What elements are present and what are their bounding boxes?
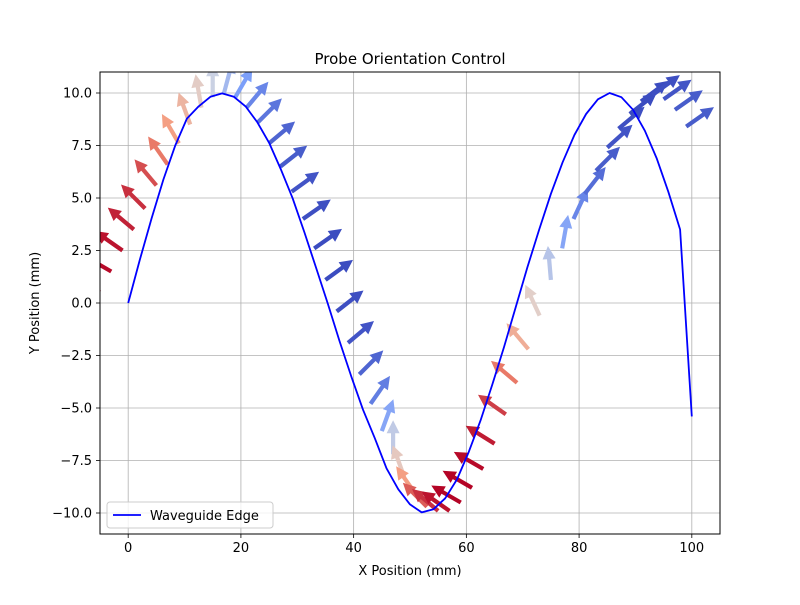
quiver-arrow	[685, 107, 714, 129]
y-tick-label: 2.5	[71, 244, 92, 259]
quiver-arrow	[324, 259, 353, 282]
quiver-arrow	[605, 124, 633, 150]
quiver-arrow	[368, 375, 390, 405]
quiver-arrow	[233, 72, 253, 99]
x-tick-label: 60	[458, 541, 475, 556]
y-tick-label: 10.0	[63, 87, 92, 102]
quiver-arrow	[107, 207, 136, 232]
tick-layer: 0 20 40 60 80 100 10.0 7.5 5.0 2.5 0.0 −2.5 −5.0 −7.5…	[52, 87, 704, 557]
quiver-arrow	[121, 184, 147, 210]
x-tick-label: 80	[571, 541, 588, 556]
quiver-arrow	[148, 136, 170, 166]
quiver-arrow	[571, 188, 589, 220]
legend: Waveguide Edge	[106, 501, 274, 529]
quiver-arrow	[453, 451, 485, 471]
y-tick-label: 5.0	[71, 192, 92, 207]
quiver-arrow	[412, 489, 440, 513]
quiver-arrow	[524, 284, 542, 317]
quiver-arrow	[222, 72, 236, 94]
quiver-arrow	[662, 79, 692, 101]
quiver-arrow	[206, 72, 220, 98]
x-tick-label: 20	[233, 541, 250, 556]
legend-label-waveguide-edge: Waveguide Edge	[150, 509, 259, 524]
waveguide-edge-line	[127, 92, 693, 514]
quiver-arrow	[583, 167, 606, 196]
quiver-arrow	[506, 323, 530, 351]
quiver-arrow	[100, 262, 113, 274]
quiver-arrow	[379, 399, 396, 432]
x-tick-label: 0	[124, 541, 132, 556]
y-tick-label: −10.0	[52, 507, 92, 522]
x-tick-label: 40	[345, 541, 362, 556]
x-axis-label: X Position (mm)	[358, 564, 461, 579]
quiver-arrow	[335, 290, 364, 314]
quiver-arrow	[313, 228, 342, 251]
quiver-arrow	[465, 425, 496, 446]
quiver-arrow	[617, 106, 645, 131]
y-axis-label: Y Position (mm)	[28, 252, 43, 355]
y-tick-label: 0.0	[71, 297, 92, 312]
quiver-arrow	[191, 74, 205, 109]
quiver-arrow	[628, 93, 657, 116]
quiver-arrow	[357, 350, 384, 376]
quiver-arrow	[559, 214, 573, 249]
quiver-arrow	[421, 491, 451, 513]
quiver-arrow	[542, 246, 556, 281]
quiver-arrow	[134, 159, 158, 187]
y-tick-label: −7.5	[60, 454, 92, 469]
legend-box	[106, 501, 274, 529]
quiver-arrow	[346, 321, 374, 345]
grid-layer	[100, 72, 720, 534]
y-tick-label: −5.0	[60, 402, 92, 417]
quiver-arrow	[267, 121, 296, 145]
quiver-arrow	[651, 75, 680, 97]
quiver-arrow	[442, 470, 474, 490]
quiver-arrow	[290, 171, 320, 194]
x-tick-label: 100	[679, 541, 704, 556]
quiver-arrow	[478, 394, 507, 416]
data-layer	[100, 72, 714, 514]
y-tick-label: −2.5	[60, 349, 92, 364]
quiver-arrow	[161, 114, 181, 145]
quiver-arrow	[386, 420, 400, 455]
quiver-arrow	[279, 145, 308, 169]
quiver-arrow	[594, 146, 620, 173]
chart-title: Probe Orientation Control	[315, 50, 506, 68]
quiver-arrow	[301, 199, 331, 221]
quiver-arrow	[673, 90, 703, 112]
quiver-arrow	[100, 231, 124, 253]
y-tick-label: 7.5	[71, 139, 92, 154]
quiver-arrow	[244, 81, 269, 109]
quiver-arrow	[256, 98, 282, 124]
